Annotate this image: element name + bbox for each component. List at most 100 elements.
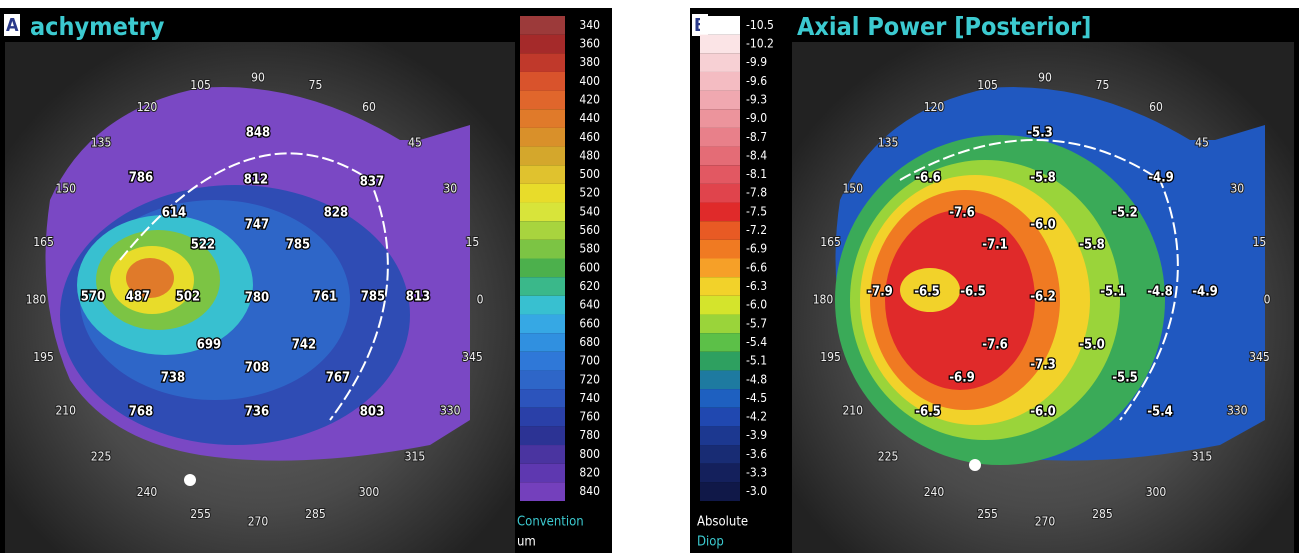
angle-label: 240 bbox=[924, 485, 945, 499]
map-value: 708 bbox=[245, 361, 269, 376]
panel-title: achymetry bbox=[30, 12, 165, 41]
angle-label: 165 bbox=[33, 235, 54, 249]
scale-swatch bbox=[520, 91, 565, 110]
scale-unit: Diop bbox=[697, 535, 724, 550]
map-value: 785 bbox=[361, 290, 385, 305]
angle-label: 75 bbox=[1096, 78, 1110, 92]
angle-label: 45 bbox=[408, 136, 422, 150]
scale-swatch bbox=[520, 35, 565, 54]
scale-label: 440 bbox=[579, 111, 600, 125]
angle-label: 105 bbox=[190, 78, 211, 92]
map-value: 522 bbox=[191, 238, 215, 253]
scale-swatch bbox=[700, 16, 740, 35]
scale-label: 700 bbox=[579, 354, 600, 368]
scale-swatch bbox=[520, 203, 565, 222]
angle-label: 225 bbox=[878, 449, 899, 463]
map-value: 803 bbox=[360, 405, 384, 420]
map-value: 786 bbox=[129, 171, 153, 186]
scale-label: -8.4 bbox=[746, 148, 767, 162]
scale-label: -5.7 bbox=[746, 316, 767, 330]
scale-label: 740 bbox=[579, 391, 600, 405]
scale-swatch bbox=[520, 482, 565, 501]
map-value: 761 bbox=[313, 290, 337, 305]
angle-label: 30 bbox=[443, 182, 457, 196]
scale-swatch bbox=[520, 408, 565, 427]
reflection bbox=[969, 459, 981, 471]
angle-label: 270 bbox=[1035, 515, 1056, 529]
map-value: -6.5 bbox=[914, 285, 940, 300]
map-value: 767 bbox=[326, 371, 350, 386]
scale-unit: um bbox=[517, 535, 536, 550]
scale-label: -4.2 bbox=[746, 410, 767, 424]
scale-swatch bbox=[700, 203, 740, 222]
scale-swatch bbox=[520, 53, 565, 72]
angle-label: 90 bbox=[1038, 71, 1052, 85]
angle-label: 60 bbox=[1149, 100, 1163, 114]
scale-label: 800 bbox=[579, 447, 600, 461]
scale-label: -9.6 bbox=[746, 74, 767, 88]
scale-swatch bbox=[520, 240, 565, 259]
angle-label: 270 bbox=[248, 515, 269, 529]
scale-label: 640 bbox=[579, 298, 600, 312]
scale-label: -3.6 bbox=[746, 447, 767, 461]
map-value: 614 bbox=[162, 206, 186, 221]
panel-label: A bbox=[6, 15, 19, 36]
scale-swatch bbox=[700, 408, 740, 427]
angle-label: 0 bbox=[477, 293, 484, 307]
scale-label: 720 bbox=[579, 372, 600, 386]
map-value: -5.5 bbox=[1112, 371, 1138, 386]
scale-label: 460 bbox=[579, 130, 600, 144]
map-value: -5.8 bbox=[1079, 238, 1105, 253]
scale-swatch bbox=[520, 147, 565, 166]
map-value: -6.9 bbox=[949, 371, 975, 386]
map-value: -5.4 bbox=[1147, 405, 1173, 420]
scale-label: -7.8 bbox=[746, 186, 767, 200]
angle-label: 90 bbox=[251, 71, 265, 85]
scale-label: 500 bbox=[579, 167, 600, 181]
scale-swatch bbox=[700, 165, 740, 184]
map-value: 768 bbox=[129, 405, 153, 420]
scale-swatch bbox=[700, 296, 740, 315]
scale-swatch bbox=[700, 91, 740, 110]
map-value: -5.2 bbox=[1112, 206, 1138, 221]
scale-title: Convention bbox=[517, 515, 584, 530]
map-value: 848 bbox=[246, 126, 270, 141]
scale-label: 760 bbox=[579, 410, 600, 424]
scale-swatch bbox=[700, 314, 740, 333]
angle-label: 255 bbox=[190, 507, 211, 521]
scale-label: -8.1 bbox=[746, 167, 767, 181]
map-value: -6.5 bbox=[915, 405, 941, 420]
scale-swatch bbox=[520, 184, 565, 203]
scale-label: 580 bbox=[579, 242, 600, 256]
scale-label: -3.9 bbox=[746, 428, 767, 442]
angle-label: 60 bbox=[362, 100, 376, 114]
scale-label: -8.7 bbox=[746, 130, 767, 144]
angle-label: 225 bbox=[91, 449, 112, 463]
scale-swatch bbox=[700, 445, 740, 464]
map-value: -7.6 bbox=[982, 338, 1008, 353]
scale-swatch bbox=[700, 128, 740, 147]
scale-label: 520 bbox=[579, 186, 600, 200]
map-value: 813 bbox=[406, 290, 430, 305]
map-value: -7.1 bbox=[982, 238, 1008, 253]
scale-label: -6.0 bbox=[746, 298, 767, 312]
reflection bbox=[184, 474, 196, 486]
map-value: 699 bbox=[197, 338, 221, 353]
panel-title: Axial Power [Posterior] bbox=[797, 12, 1091, 41]
scale-label: 600 bbox=[579, 260, 600, 274]
scale-label: -10.2 bbox=[746, 36, 774, 50]
scale-swatch bbox=[520, 277, 565, 296]
scale-swatch bbox=[700, 109, 740, 128]
angle-label: 240 bbox=[137, 485, 158, 499]
map-value: -7.9 bbox=[867, 285, 893, 300]
angle-label: 120 bbox=[924, 100, 945, 114]
angle-label: 315 bbox=[1192, 449, 1213, 463]
angle-label: 345 bbox=[1249, 350, 1270, 364]
map-value: -4.9 bbox=[1148, 171, 1174, 186]
map-value: -5.1 bbox=[1100, 285, 1126, 300]
scale-swatch bbox=[700, 221, 740, 240]
scale-label: 560 bbox=[579, 223, 600, 237]
scale-swatch bbox=[520, 352, 565, 371]
scale-swatch bbox=[700, 333, 740, 352]
angle-label: 330 bbox=[440, 404, 461, 418]
